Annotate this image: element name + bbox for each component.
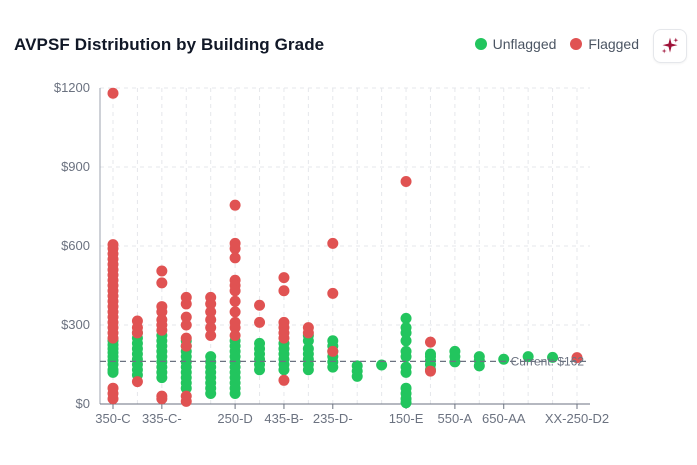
flagged-point	[278, 272, 290, 284]
unflagged-point	[400, 335, 412, 347]
flagged-point	[327, 237, 339, 249]
flagged-point	[131, 376, 143, 388]
flagged-point	[180, 311, 192, 323]
x-tick-label: 150-E	[389, 411, 424, 426]
x-tick-label: 335-C-	[142, 411, 182, 426]
unflagged-point	[522, 351, 534, 363]
legend-swatch-unflagged	[474, 38, 487, 50]
x-tick-label: XX-250-D2	[545, 411, 609, 426]
legend-item-flagged[interactable]: Flagged	[570, 36, 639, 52]
legend-label-unflagged: Unflagged	[492, 36, 557, 52]
y-tick-label: $1200	[54, 80, 90, 95]
flagged-point	[229, 252, 241, 264]
flagged-point	[156, 324, 168, 336]
x-tick-label: 650-AA	[482, 411, 526, 426]
x-tick-label: 350-C	[95, 411, 130, 426]
unflagged-point	[302, 343, 314, 355]
flagged-point	[278, 285, 290, 297]
flagged-point	[229, 322, 241, 334]
flagged-point	[254, 299, 266, 311]
flagged-point	[107, 393, 119, 405]
flagged-point	[327, 287, 339, 299]
sparkle-icon	[661, 37, 679, 54]
flagged-point	[278, 374, 290, 386]
unflagged-point	[400, 322, 412, 334]
flagged-point	[229, 199, 241, 211]
flagged-point	[205, 298, 217, 310]
unflagged-point	[400, 345, 412, 357]
y-tick-label: $0	[76, 396, 90, 411]
unflagged-point	[376, 359, 388, 371]
unflagged-point	[351, 360, 363, 372]
flagged-point	[107, 87, 119, 99]
flagged-point	[156, 393, 168, 405]
flagged-point	[229, 285, 241, 297]
legend-label-flagged: Flagged	[588, 36, 639, 52]
unflagged-point	[400, 382, 412, 394]
flagged-point	[229, 330, 241, 342]
flagged-point	[327, 345, 339, 357]
unflagged-point	[547, 351, 559, 363]
unflagged-point	[205, 351, 217, 363]
flagged-point	[302, 327, 314, 339]
reference-line-label: Current: $162	[511, 354, 585, 368]
unflagged-point	[424, 348, 436, 360]
unflagged-point	[254, 337, 266, 349]
unflagged-point	[400, 361, 412, 373]
flagged-point	[424, 365, 436, 377]
y-tick-label: $600	[61, 238, 90, 253]
flagged-point	[229, 306, 241, 318]
flagged-point	[180, 332, 192, 344]
flagged-point	[254, 316, 266, 328]
flagged-point	[205, 322, 217, 334]
flagged-point	[156, 265, 168, 277]
x-tick-label: 250-D	[217, 411, 252, 426]
x-tick-label: 550-A	[438, 411, 473, 426]
flagged-point	[229, 295, 241, 307]
unflagged-point	[327, 335, 339, 347]
flagged-point	[180, 340, 192, 352]
chart-title: AVPSF Distribution by Building Grade	[14, 35, 325, 54]
flagged-point	[156, 306, 168, 318]
unflagged-point	[473, 351, 485, 363]
ai-insights-button[interactable]	[653, 29, 687, 63]
flagged-point	[180, 319, 192, 331]
y-tick-label: $900	[61, 159, 90, 174]
flagged-point	[278, 332, 290, 344]
flagged-point	[205, 314, 217, 326]
unflagged-point	[107, 366, 119, 378]
unflagged-point	[498, 353, 510, 365]
flagged-point	[571, 352, 583, 364]
unflagged-point	[449, 345, 461, 357]
legend-swatch-flagged	[570, 38, 583, 50]
x-tick-label: 235-D-	[313, 411, 353, 426]
flagged-point	[107, 332, 119, 344]
x-tick-label: 435-B-	[264, 411, 303, 426]
flagged-point	[229, 243, 241, 255]
flagged-point	[180, 298, 192, 310]
legend-item-unflagged[interactable]: Unflagged	[474, 36, 557, 52]
flagged-point	[424, 336, 436, 348]
flagged-point	[131, 327, 143, 339]
y-tick-label: $300	[61, 317, 90, 332]
flagged-point	[400, 175, 412, 187]
flagged-point	[180, 395, 192, 407]
flagged-point	[156, 277, 168, 289]
flagged-point	[205, 306, 217, 318]
flagged-point	[205, 330, 217, 342]
chart-legend: Unflagged Flagged	[474, 36, 639, 52]
unflagged-point	[400, 312, 412, 324]
